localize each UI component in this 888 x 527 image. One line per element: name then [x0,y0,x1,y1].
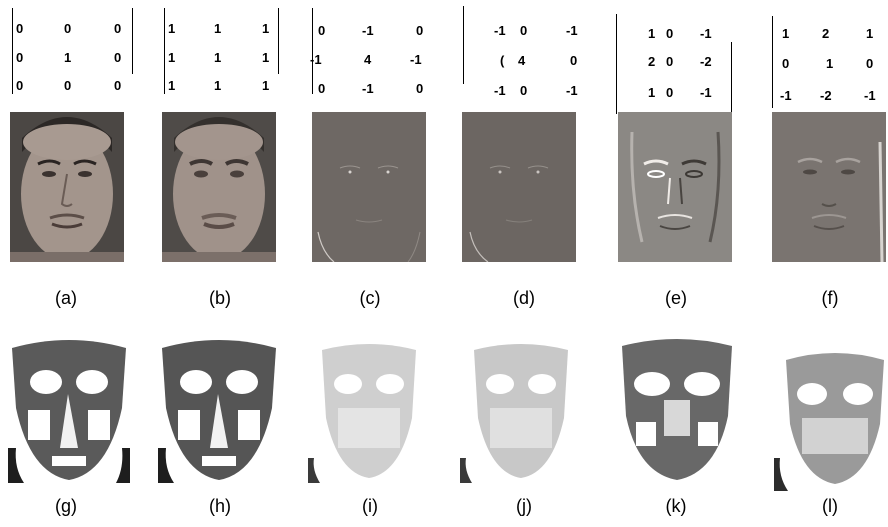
face-original-image [10,112,124,262]
caption-g: (g) [55,496,77,516]
face-sobel-horizontal-image [772,112,886,262]
kernel-cell: 0 [318,81,326,96]
texture-map-k [616,338,738,483]
kernel-cell: -2 [820,88,832,103]
kernel-cell: 1 [64,50,72,65]
face-diagonal-laplacian-image [462,112,576,262]
kernel-cell: 4 [364,52,372,67]
kernel-cell: 1 [782,26,790,41]
kernel-cell: 0 [666,26,674,41]
kernel-cell: 0 [114,50,122,65]
kernel-b: 1 1 1 1 1 1 1 1 1 [160,8,288,94]
kernel-cell: 1 [262,21,270,36]
kernel-f: 1 2 1 0 1 0 -1 -2 -1 [770,16,888,108]
kernel-cell: ( [500,53,505,68]
kernel-cell: 0 [64,21,72,36]
caption-e: (e) [665,288,687,308]
kernel-cell: -1 [494,83,506,98]
kernel-cell: 2 [648,54,656,69]
kernel-cell: 1 [214,50,222,65]
kernel-cell: 0 [416,23,424,38]
texture-map-g [8,338,130,483]
caption-f: (f) [821,288,839,308]
texture-map-i [308,338,430,483]
kernel-cell: 2 [822,26,830,41]
kernel-cell: -1 [864,88,876,103]
kernel-cell: 0 [318,23,326,38]
caption-a: (a) [55,288,77,308]
face-sobel-vertical-image [618,112,732,262]
kernel-cell: 1 [262,50,270,65]
kernel-cell: 0 [16,21,24,36]
kernel-cell: 0 [666,54,674,69]
kernel-cell: 1 [168,50,176,65]
kernel-cell: -1 [494,23,506,38]
kernel-cell: 1 [214,21,222,36]
kernel-cell: 0 [782,56,790,71]
kernel-cell: -1 [566,83,578,98]
kernel-cell: -2 [700,54,712,69]
kernel-cell: 0 [416,81,424,96]
kernel-cell: -1 [362,81,374,96]
kernel-cell: 1 [648,26,656,41]
kernel-cell: 1 [866,26,874,41]
kernel-cell: 0 [114,21,122,36]
caption-i: (i) [362,496,378,516]
kernel-cell: 0 [666,85,674,100]
kernel-cell: -1 [566,23,578,38]
kernel-cell: 1 [826,56,834,71]
kernel-cell: -1 [700,85,712,100]
kernel-e: 1 0 -1 2 0 -2 1 0 -1 [614,14,742,116]
kernel-cell: -1 [362,23,374,38]
kernel-cell: 0 [16,50,24,65]
texture-map-j [460,338,582,483]
kernel-cell: 0 [866,56,874,71]
caption-k: (k) [665,496,687,516]
texture-map-l [774,346,888,491]
kernel-cell: 0 [16,78,24,93]
kernel-cell: 1 [214,78,222,93]
kernel-cell: -1 [410,52,422,67]
face-laplacian-image [312,112,426,262]
kernel-d: -1 0 -1 ( 4 0 -1 0 -1 [460,6,588,98]
kernel-cell: 0 [520,23,528,38]
kernel-cell: 1 [262,78,270,93]
caption-j: (j) [516,496,532,516]
kernel-cell: 1 [648,85,656,100]
caption-l: (l) [822,496,838,516]
kernel-cell: 1 [168,78,176,93]
kernel-cell: 4 [518,53,526,68]
face-blurred-image [162,112,276,262]
caption-h: (h) [209,496,231,516]
caption-d: (d) [513,288,535,308]
kernel-cell: -1 [780,88,792,103]
kernel-a: 0 0 0 0 1 0 0 0 0 [8,8,136,94]
texture-map-h [158,338,280,483]
kernel-cell: 0 [114,78,122,93]
caption-c: (c) [359,288,381,308]
caption-b: (b) [209,288,231,308]
kernel-cell: 0 [570,53,578,68]
kernel-cell: 1 [168,21,176,36]
kernel-cell: 0 [520,83,528,98]
kernel-c: 0 -1 0 -1 4 -1 0 -1 0 [308,8,436,96]
kernel-cell: -1 [310,52,322,67]
kernel-cell: 0 [64,78,72,93]
kernel-cell: -1 [700,26,712,41]
